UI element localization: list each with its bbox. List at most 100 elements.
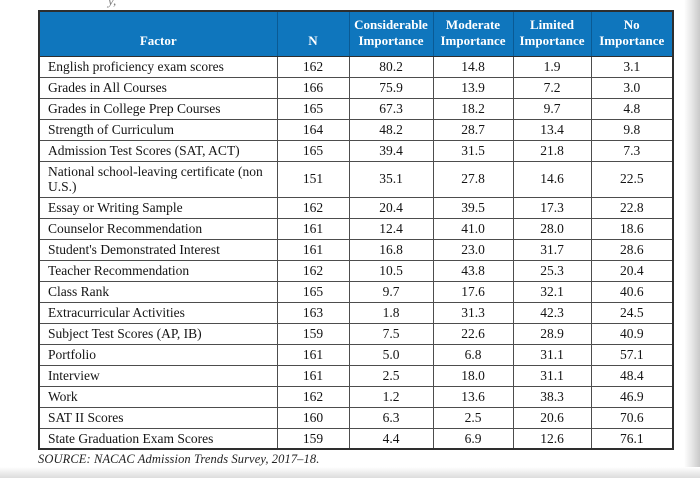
factor-cell: Counselor Recommendation xyxy=(38,217,278,240)
limited-value-cell: 25.3 xyxy=(512,259,592,282)
considerable-value-cell: 20.4 xyxy=(348,196,434,219)
n-value-cell: 165 xyxy=(276,139,350,162)
n-value-cell: 162 xyxy=(276,55,350,78)
table-row: Work 162 1.2 13.6 38.3 46.9 xyxy=(38,385,674,408)
factor-cell: Essay or Writing Sample xyxy=(38,196,278,219)
column-header-limited-importance: Limited Importance xyxy=(512,10,592,57)
column-header-factor: Factor xyxy=(38,10,278,57)
table-row: SAT II Scores 160 6.3 2.5 20.6 70.6 xyxy=(38,406,674,429)
considerable-value-cell: 10.5 xyxy=(348,259,434,282)
table-row: Teacher Recommendation 162 10.5 43.8 25.3 20.… xyxy=(38,259,674,282)
limited-value-cell: 31.1 xyxy=(512,343,592,366)
n-value-cell: 151 xyxy=(276,160,350,198)
limited-value-cell: 1.9 xyxy=(512,55,592,78)
n-value-cell: 161 xyxy=(276,217,350,240)
n-value-cell: 159 xyxy=(276,322,350,345)
no-value-cell: 7.3 xyxy=(590,139,674,162)
no-value-cell: 70.6 xyxy=(590,406,674,429)
moderate-value-cell: 2.5 xyxy=(432,406,514,429)
n-value-cell: 162 xyxy=(276,385,350,408)
moderate-value-cell: 18.0 xyxy=(432,364,514,387)
moderate-value-cell: 6.8 xyxy=(432,343,514,366)
table-body: English proficiency exam scores 162 80.2 14… xyxy=(38,55,674,450)
no-value-cell: 48.4 xyxy=(590,364,674,387)
limited-value-cell: 28.0 xyxy=(512,217,592,240)
considerable-value-cell: 1.8 xyxy=(348,301,434,324)
photo-edge-bottom xyxy=(0,467,700,478)
considerable-value-cell: 6.3 xyxy=(348,406,434,429)
limited-value-cell: 21.8 xyxy=(512,139,592,162)
table-header: Factor N Considerable Importance Moderat… xyxy=(38,10,674,57)
considerable-value-cell: 35.1 xyxy=(348,160,434,198)
limited-value-cell: 31.1 xyxy=(512,364,592,387)
n-value-cell: 161 xyxy=(276,364,350,387)
moderate-value-cell: 41.0 xyxy=(432,217,514,240)
moderate-value-cell: 31.3 xyxy=(432,301,514,324)
factor-cell: Admission Test Scores (SAT, ACT) xyxy=(38,139,278,162)
moderate-value-cell: 43.8 xyxy=(432,259,514,282)
table-row: Strength of Curriculum 164 48.2 28.7 13.4 9.8 xyxy=(38,118,674,141)
moderate-value-cell: 39.5 xyxy=(432,196,514,219)
table-row: Counselor Recommendation 161 12.4 41.0 28.0 1… xyxy=(38,217,674,240)
limited-value-cell: 12.6 xyxy=(512,427,592,450)
table-row: Grades in College Prep Courses 165 67.3 18.… xyxy=(38,97,674,120)
moderate-value-cell: 14.8 xyxy=(432,55,514,78)
considerable-value-cell: 4.4 xyxy=(348,427,434,450)
considerable-value-cell: 48.2 xyxy=(348,118,434,141)
considerable-value-cell: 75.9 xyxy=(348,76,434,99)
moderate-value-cell: 6.9 xyxy=(432,427,514,450)
limited-value-cell: 13.4 xyxy=(512,118,592,141)
column-header-moderate-importance: Moderate Importance xyxy=(432,10,514,57)
source-note: SOURCE: NACAC Admission Trends Survey, 2… xyxy=(38,452,320,466)
table-row: Grades in All Courses 166 75.9 13.9 7.2 3.0 xyxy=(38,76,674,99)
considerable-value-cell: 5.0 xyxy=(348,343,434,366)
table-row: Admission Test Scores (SAT, ACT) 165 39.4 3… xyxy=(38,139,674,162)
table-row: Extracurricular Activities 163 1.8 31.3 42.3… xyxy=(38,301,674,324)
table-row: Essay or Writing Sample 162 20.4 39.5 17.3 22… xyxy=(38,196,674,219)
moderate-value-cell: 17.6 xyxy=(432,280,514,303)
table-row: Portfolio 161 5.0 6.8 31.1 57.1 xyxy=(38,343,674,366)
column-header-considerable-importance: Considerable Importance xyxy=(348,10,434,57)
table-row: Subject Test Scores (AP, IB) 159 7.5 22.6 28… xyxy=(38,322,674,345)
table-row: English proficiency exam scores 162 80.2 14… xyxy=(38,55,674,78)
factor-cell: State Graduation Exam Scores xyxy=(38,427,278,450)
considerable-value-cell: 9.7 xyxy=(348,280,434,303)
considerable-value-cell: 67.3 xyxy=(348,97,434,120)
factor-cell: Teacher Recommendation xyxy=(38,259,278,282)
n-value-cell: 166 xyxy=(276,76,350,99)
limited-value-cell: 38.3 xyxy=(512,385,592,408)
considerable-value-cell: 16.8 xyxy=(348,238,434,261)
factor-cell: English proficiency exam scores xyxy=(38,55,278,78)
factor-cell: Grades in College Prep Courses xyxy=(38,97,278,120)
considerable-value-cell: 2.5 xyxy=(348,364,434,387)
no-value-cell: 22.5 xyxy=(590,160,674,198)
moderate-value-cell: 22.6 xyxy=(432,322,514,345)
no-value-cell: 28.6 xyxy=(590,238,674,261)
moderate-value-cell: 18.2 xyxy=(432,97,514,120)
no-value-cell: 9.8 xyxy=(590,118,674,141)
no-value-cell: 24.5 xyxy=(590,301,674,324)
limited-value-cell: 7.2 xyxy=(512,76,592,99)
n-value-cell: 165 xyxy=(276,97,350,120)
factor-cell: Class Rank xyxy=(38,280,278,303)
limited-value-cell: 14.6 xyxy=(512,160,592,198)
factor-cell: National school-leaving certificate (non… xyxy=(38,160,278,198)
factor-cell: SAT II Scores xyxy=(38,406,278,429)
n-value-cell: 161 xyxy=(276,343,350,366)
no-value-cell: 57.1 xyxy=(590,343,674,366)
n-value-cell: 165 xyxy=(276,280,350,303)
limited-value-cell: 28.9 xyxy=(512,322,592,345)
factor-cell: Strength of Curriculum xyxy=(38,118,278,141)
moderate-value-cell: 13.9 xyxy=(432,76,514,99)
limited-value-cell: 20.6 xyxy=(512,406,592,429)
no-value-cell: 22.8 xyxy=(590,196,674,219)
no-value-cell: 46.9 xyxy=(590,385,674,408)
n-value-cell: 162 xyxy=(276,259,350,282)
moderate-value-cell: 13.6 xyxy=(432,385,514,408)
no-value-cell: 40.6 xyxy=(590,280,674,303)
no-value-cell: 3.1 xyxy=(590,55,674,78)
factor-cell: Grades in All Courses xyxy=(38,76,278,99)
no-value-cell: 3.0 xyxy=(590,76,674,99)
n-value-cell: 162 xyxy=(276,196,350,219)
table-row: Interview 161 2.5 18.0 31.1 48.4 xyxy=(38,364,674,387)
